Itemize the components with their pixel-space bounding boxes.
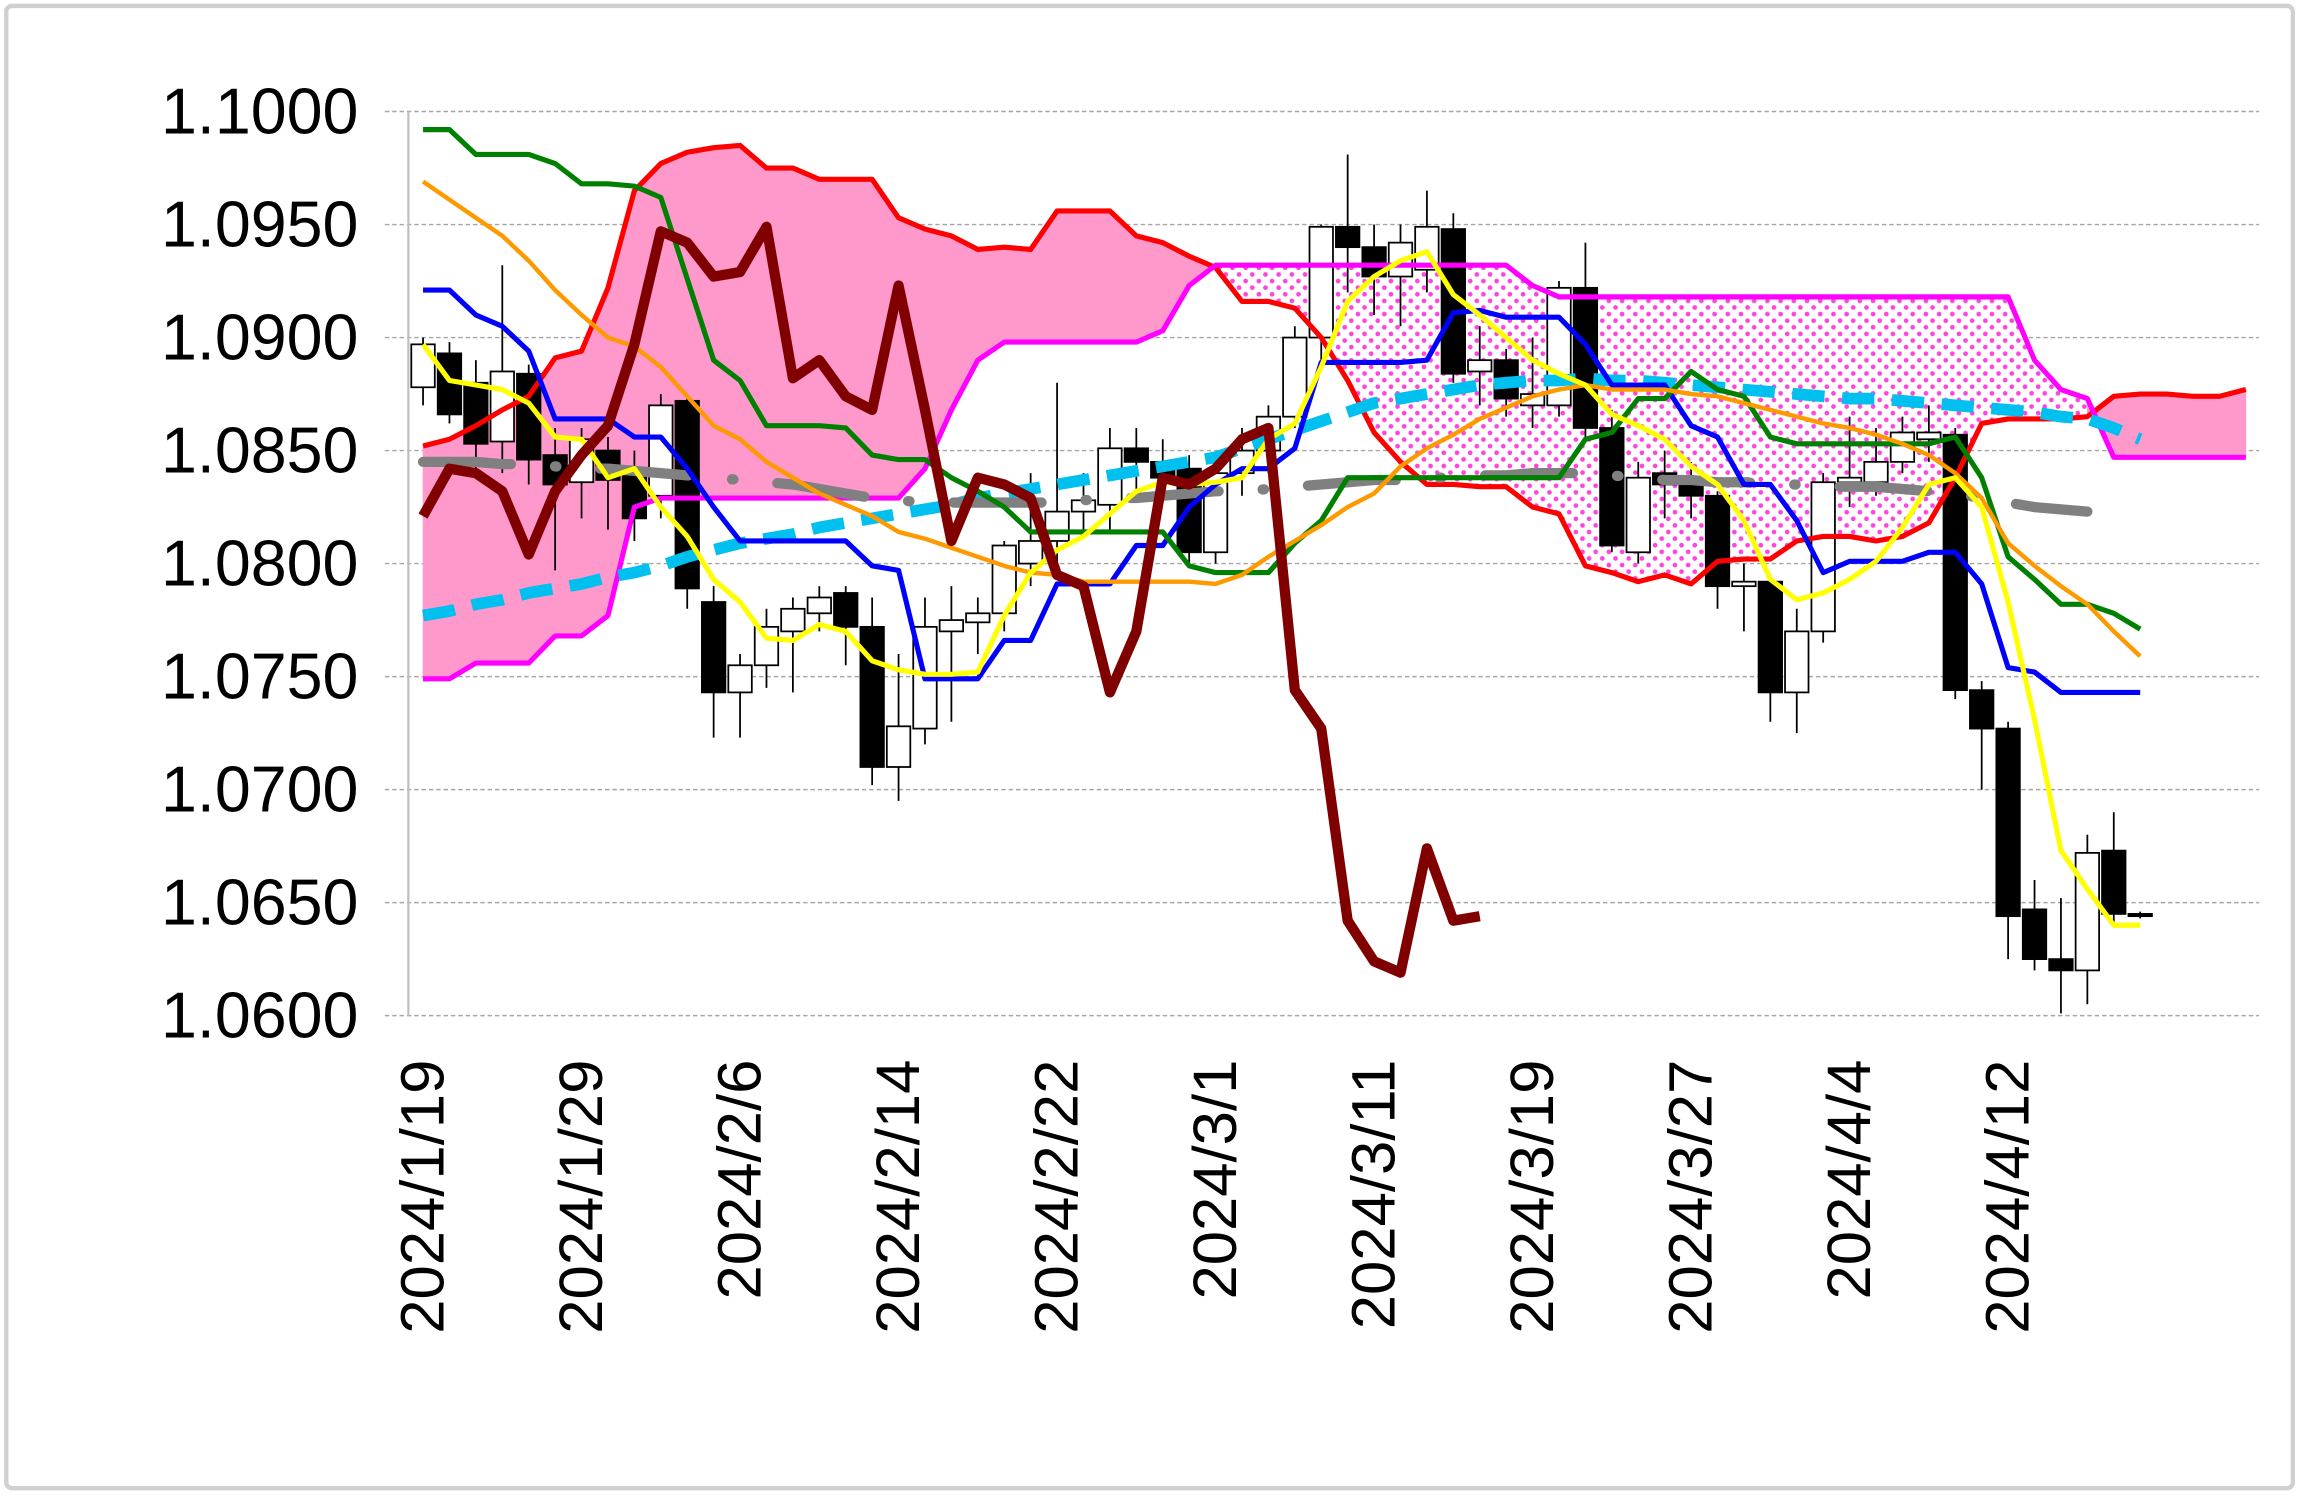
candle-body xyxy=(1282,336,1308,418)
x-tick-label: 2024/3/11 xyxy=(1340,1060,1409,1330)
cloud-area xyxy=(1241,265,1269,302)
candle-body xyxy=(965,612,991,624)
x-tick-label: 2024/4/4 xyxy=(1815,1060,1884,1300)
cloud-area xyxy=(1003,246,1032,343)
candle-body xyxy=(1757,580,1783,694)
candle-body xyxy=(1018,540,1044,565)
series-line xyxy=(420,249,2141,928)
candle-body xyxy=(1969,689,1995,730)
candle-body xyxy=(1731,580,1757,588)
candle-body xyxy=(1123,447,1149,463)
candle-body xyxy=(2074,851,2100,972)
cloud-area xyxy=(1823,296,1850,537)
candle-body xyxy=(2048,958,2074,972)
cloud-area xyxy=(475,409,503,664)
x-tick-label: 2024/2/14 xyxy=(864,1060,933,1334)
y-tick-label: 1.0950 xyxy=(161,189,358,261)
x-tick-label: 2024/4/12 xyxy=(1974,1060,2043,1334)
cloud-area xyxy=(1664,296,1692,584)
candle-body xyxy=(1704,494,1731,588)
series-line xyxy=(422,372,2143,622)
candle-body xyxy=(1467,359,1493,373)
candle-body xyxy=(780,607,806,633)
candle-body xyxy=(1335,225,1361,249)
cloud-area xyxy=(1400,265,1427,485)
candle-body xyxy=(463,381,489,445)
cloud-area xyxy=(2008,296,2035,419)
cloud-area xyxy=(1770,296,1797,560)
x-tick-label: 2024/1/19 xyxy=(389,1060,458,1334)
y-tick-label: 1.0750 xyxy=(161,641,358,713)
cloud-area xyxy=(713,145,741,499)
y-tick-label: 1.0600 xyxy=(161,980,358,1052)
span-a-line xyxy=(422,142,2247,587)
cloud-area xyxy=(1083,210,1111,343)
y-tick-label: 1.0700 xyxy=(161,754,358,826)
candle-body xyxy=(1308,225,1334,339)
cloud-area xyxy=(1981,296,2009,424)
cloud-area xyxy=(818,178,847,499)
x-tick-label: 2024/3/1 xyxy=(1181,1060,1250,1300)
y-tick-label: 1.0800 xyxy=(161,528,358,600)
candle-body xyxy=(1599,427,1625,547)
candle-body xyxy=(410,343,436,389)
series-line xyxy=(423,287,2141,695)
candle-body xyxy=(701,601,727,694)
cloud-area xyxy=(1135,235,1164,343)
candle-body xyxy=(885,725,912,768)
cloud-area xyxy=(2192,395,2220,458)
x-tick-label: 2024/2/6 xyxy=(706,1060,775,1300)
cloud-area xyxy=(1743,296,1771,560)
line-layer xyxy=(417,127,2247,978)
cloud-area xyxy=(1849,296,1877,541)
cloud-area xyxy=(1876,296,1903,541)
candle-body xyxy=(806,596,832,615)
y-tick-label: 1.0900 xyxy=(161,302,358,374)
x-tick-label: 2024/3/27 xyxy=(1657,1060,1726,1334)
candle-body xyxy=(1836,476,1863,484)
cloud-area xyxy=(2166,393,2194,458)
cloud-area xyxy=(2219,389,2247,458)
cloud-area xyxy=(1268,265,1295,309)
candle-body xyxy=(727,664,753,694)
candle-body xyxy=(1784,630,1810,694)
candle-body xyxy=(2127,913,2153,918)
candle-body xyxy=(1625,476,1651,554)
candle-body xyxy=(2101,849,2127,915)
candle-body xyxy=(2021,908,2048,960)
y-tick-label: 1.0850 xyxy=(161,415,358,487)
candle-body xyxy=(1863,460,1889,484)
label-layer: 1.0600 1.0650 1.0700 1.0750 1.0800 1.0850 1.09… xyxy=(161,76,2043,1334)
cloud-area xyxy=(2139,393,2167,458)
candle-body xyxy=(753,625,780,667)
candle-body xyxy=(1995,727,2021,918)
x-tick-label: 2024/3/19 xyxy=(1498,1060,1567,1334)
x-tick-label: 2024/2/22 xyxy=(1023,1060,1092,1334)
candle-body xyxy=(938,619,965,633)
x-tick-label: 2024/1/29 xyxy=(547,1060,616,1334)
span-b-line xyxy=(423,262,2246,682)
cloud-area xyxy=(792,167,820,499)
series-line xyxy=(418,221,1481,978)
y-tick-label: 1.1000 xyxy=(161,76,358,148)
cloud-area xyxy=(1902,296,1929,537)
cloud-area xyxy=(2034,360,2061,419)
cloud-layer xyxy=(422,144,2247,680)
y-tick-label: 1.0650 xyxy=(161,867,358,939)
cloud-area xyxy=(1056,210,1084,343)
candle-body xyxy=(1916,431,1942,441)
candle-body xyxy=(833,592,859,628)
